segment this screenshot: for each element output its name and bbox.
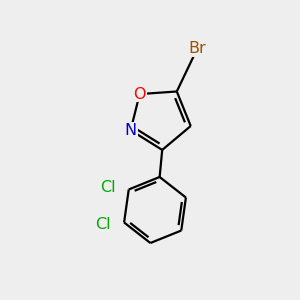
Text: Br: Br (188, 41, 206, 56)
Text: O: O (134, 87, 146, 102)
Text: N: N (124, 123, 137, 138)
Text: Cl: Cl (95, 217, 111, 232)
Text: Cl: Cl (100, 180, 116, 195)
